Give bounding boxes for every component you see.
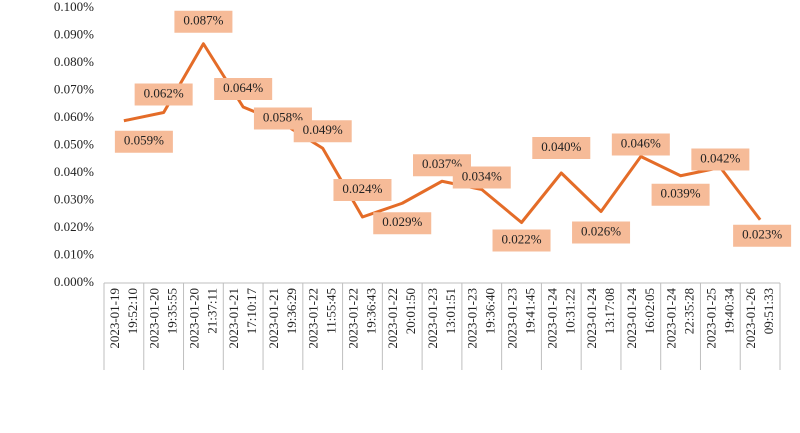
x-tick-label: 19:41:45 — [523, 288, 538, 334]
x-tick-label: 2023-01-25 — [703, 288, 718, 349]
x-tick-label: 21:37:11 — [204, 288, 219, 334]
x-tick-label: 2023-01-19 — [107, 288, 122, 349]
data-label: 0.087% — [183, 13, 223, 28]
y-tick-label: 0.090% — [54, 26, 94, 41]
x-tick-label: 13:17:08 — [602, 288, 617, 334]
x-tick-label: 19:52:10 — [125, 288, 140, 334]
data-label: 0.037% — [422, 156, 462, 171]
y-tick-label: 0.100% — [54, 0, 94, 14]
x-tick-label: 19:36:40 — [483, 288, 498, 334]
data-label: 0.029% — [382, 214, 422, 229]
x-tick-label: 2023-01-24 — [624, 288, 639, 349]
x-tick-label: 09:51:33 — [761, 288, 776, 334]
x-tick-label: 16:02:05 — [642, 288, 657, 334]
x-tick-label: 2023-01-22 — [345, 288, 360, 349]
x-tick-label: 11:55:45 — [324, 288, 339, 334]
y-tick-label: 0.030% — [54, 191, 94, 206]
x-tick-label: 2023-01-22 — [306, 288, 321, 349]
data-label-box — [373, 212, 432, 235]
x-tick-label: 2023-01-23 — [425, 288, 440, 349]
x-tick-label: 2023-01-23 — [505, 288, 520, 349]
data-label-box — [532, 137, 591, 159]
data-label: 0.049% — [303, 122, 343, 137]
x-tick-label: 2023-01-20 — [147, 288, 162, 349]
data-label: 0.026% — [581, 223, 621, 238]
x-tick-label: 2023-01-24 — [664, 288, 679, 349]
data-label-box — [611, 133, 670, 156]
data-label-box — [293, 120, 352, 143]
data-label-box — [733, 224, 792, 247]
data-label: 0.042% — [700, 150, 740, 165]
data-label-box — [691, 148, 750, 171]
data-label: 0.058% — [263, 109, 303, 124]
data-label: 0.062% — [144, 85, 184, 100]
data-label: 0.034% — [462, 168, 502, 183]
x-tick-label: 19:35:55 — [165, 288, 180, 334]
data-label-box — [452, 166, 511, 189]
y-tick-label: 0.060% — [54, 109, 94, 124]
y-tick-label: 0.080% — [54, 54, 94, 69]
data-label-box — [333, 179, 392, 201]
x-tick-label: 17:10:17 — [244, 288, 259, 335]
x-tick-label: 19:40:34 — [721, 288, 736, 335]
data-label-box — [651, 183, 710, 206]
x-tick-label: 2023-01-24 — [544, 288, 559, 349]
x-tick-label: 2023-01-21 — [226, 288, 241, 349]
x-tick-label: 19:36:29 — [284, 288, 299, 334]
x-tick-label: 13:01:51 — [443, 288, 458, 334]
data-label-box — [134, 83, 193, 106]
data-label-box — [114, 130, 173, 153]
data-label-box — [174, 10, 233, 33]
x-tick-label: 2023-01-23 — [465, 288, 480, 349]
data-label-box — [492, 229, 551, 252]
x-tick-label: 10:31:22 — [562, 288, 577, 334]
x-tick-label: 2023-01-21 — [266, 288, 281, 349]
x-tick-label: 22:35:28 — [682, 288, 697, 334]
y-tick-label: 0.040% — [54, 164, 94, 179]
data-label: 0.046% — [621, 135, 661, 150]
y-tick-label: 0.010% — [54, 246, 94, 261]
y-tick-label: 0.050% — [54, 136, 94, 151]
y-tick-label: 0.070% — [54, 81, 94, 96]
data-label-box — [572, 221, 631, 244]
y-tick-label: 0.020% — [54, 219, 94, 234]
data-label: 0.022% — [501, 231, 541, 246]
x-tick-label: 19:36:43 — [363, 288, 378, 334]
data-label: 0.059% — [124, 133, 164, 148]
data-label: 0.040% — [541, 139, 581, 154]
x-tick-label: 2023-01-20 — [186, 288, 201, 349]
data-label-box — [214, 78, 273, 100]
data-label: 0.039% — [661, 186, 701, 201]
y-tick-label: 0.000% — [54, 274, 94, 289]
x-tick-label: 2023-01-22 — [385, 288, 400, 349]
data-label: 0.064% — [223, 80, 263, 95]
data-label: 0.023% — [742, 227, 782, 242]
x-tick-label: 2023-01-24 — [584, 288, 599, 349]
data-label: 0.024% — [342, 181, 382, 196]
x-tick-label: 2023-01-26 — [743, 288, 758, 349]
x-tick-label: 20:01:50 — [403, 288, 418, 334]
